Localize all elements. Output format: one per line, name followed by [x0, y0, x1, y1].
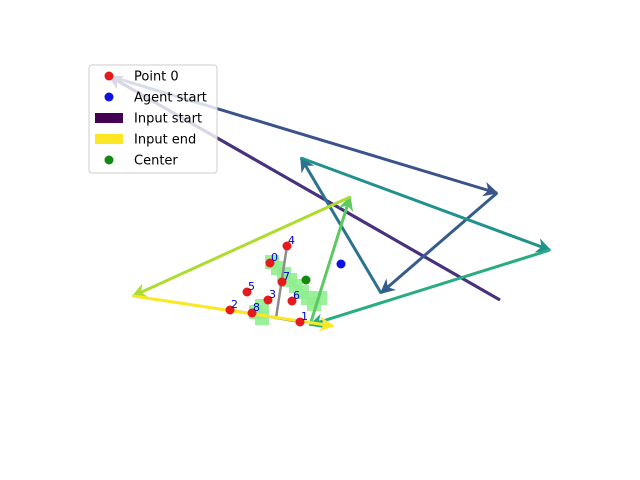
- legend-label: Agent start: [134, 91, 207, 106]
- legend-marker: [104, 92, 114, 102]
- point-marker: [282, 241, 292, 251]
- trajectory-segment: [379, 191, 498, 295]
- trajectory-segment: [300, 156, 552, 253]
- point-label: 7: [283, 270, 290, 283]
- point-marker: [263, 295, 273, 305]
- point-marker: [265, 258, 275, 268]
- legend-swatch: [95, 134, 123, 144]
- center-marker: [301, 275, 311, 285]
- legend-marker: [104, 155, 114, 165]
- legend-swatch: [95, 113, 123, 123]
- point-label: 6: [293, 289, 300, 302]
- point-marker: [277, 277, 287, 287]
- legend-label: Point 0: [134, 70, 179, 85]
- legend-label: Input start: [134, 112, 202, 127]
- point-label: 4: [288, 234, 295, 247]
- legend-marker: [104, 71, 114, 81]
- point-marker: [287, 296, 297, 306]
- point-marker: [295, 317, 305, 327]
- point-marker: [242, 287, 252, 297]
- point-marker: [225, 305, 235, 315]
- trajectory-segment: [308, 195, 354, 326]
- point-label: 2: [231, 298, 238, 311]
- point-label: 5: [248, 280, 255, 293]
- agent-start-marker: [336, 259, 346, 269]
- legend: Point 0 Agent start Input start Input end Ce…: [88, 64, 218, 174]
- point-label: 0: [271, 251, 278, 264]
- legend-label: Center: [134, 154, 178, 169]
- point-marker: [247, 308, 257, 318]
- trajectory-segment: [131, 195, 351, 298]
- point-label: 1: [301, 310, 308, 323]
- legend-label: Input end: [134, 133, 196, 148]
- point-label: 8: [253, 301, 260, 314]
- point-labels: 0 1 2 3 4 5 67 8: [231, 234, 308, 323]
- point-label: 3: [269, 288, 276, 301]
- point-markers: [105, 72, 346, 327]
- trajectory-segment: [308, 248, 551, 329]
- legend-box: [88, 64, 218, 174]
